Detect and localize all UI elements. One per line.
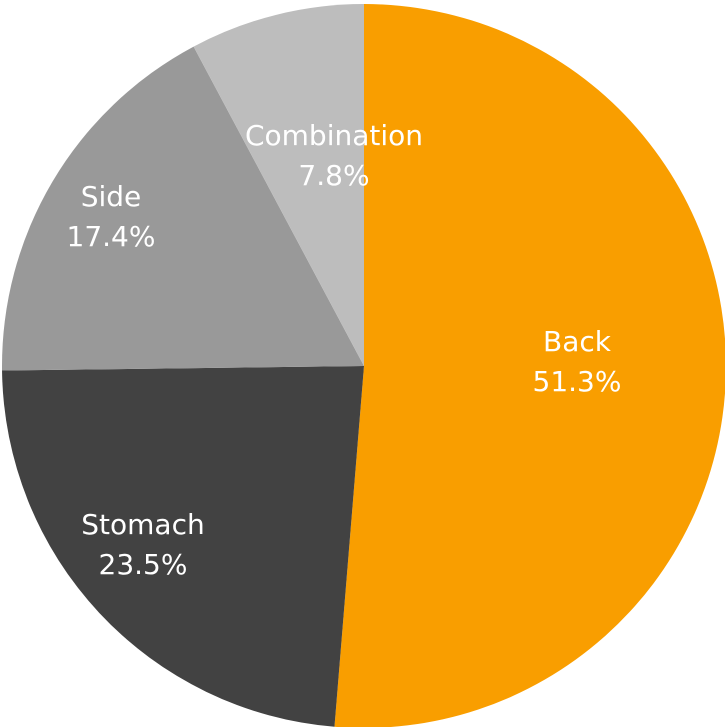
slice-label-combination: Combination xyxy=(245,119,423,152)
pie-slice-stomach xyxy=(2,366,365,727)
pie-slice-combination xyxy=(193,4,364,366)
slice-value-label-combination: 7.8% xyxy=(298,159,369,192)
pie-slice-back xyxy=(334,4,725,727)
slice-value-label-side: 17.4% xyxy=(67,220,156,253)
slice-label-stomach: Stomach xyxy=(81,508,204,541)
pie-slice-side xyxy=(2,46,364,371)
slice-label-side: Side xyxy=(81,180,142,213)
slice-value-label-back: 51.3% xyxy=(533,365,622,398)
slice-label-back: Back xyxy=(543,325,612,358)
slice-value-label-stomach: 23.5% xyxy=(99,548,188,581)
pie-labels: Back 51.3% Stomach 23.5% Side 17.4% Combinatio… xyxy=(67,119,622,581)
pie-slices xyxy=(2,4,725,727)
